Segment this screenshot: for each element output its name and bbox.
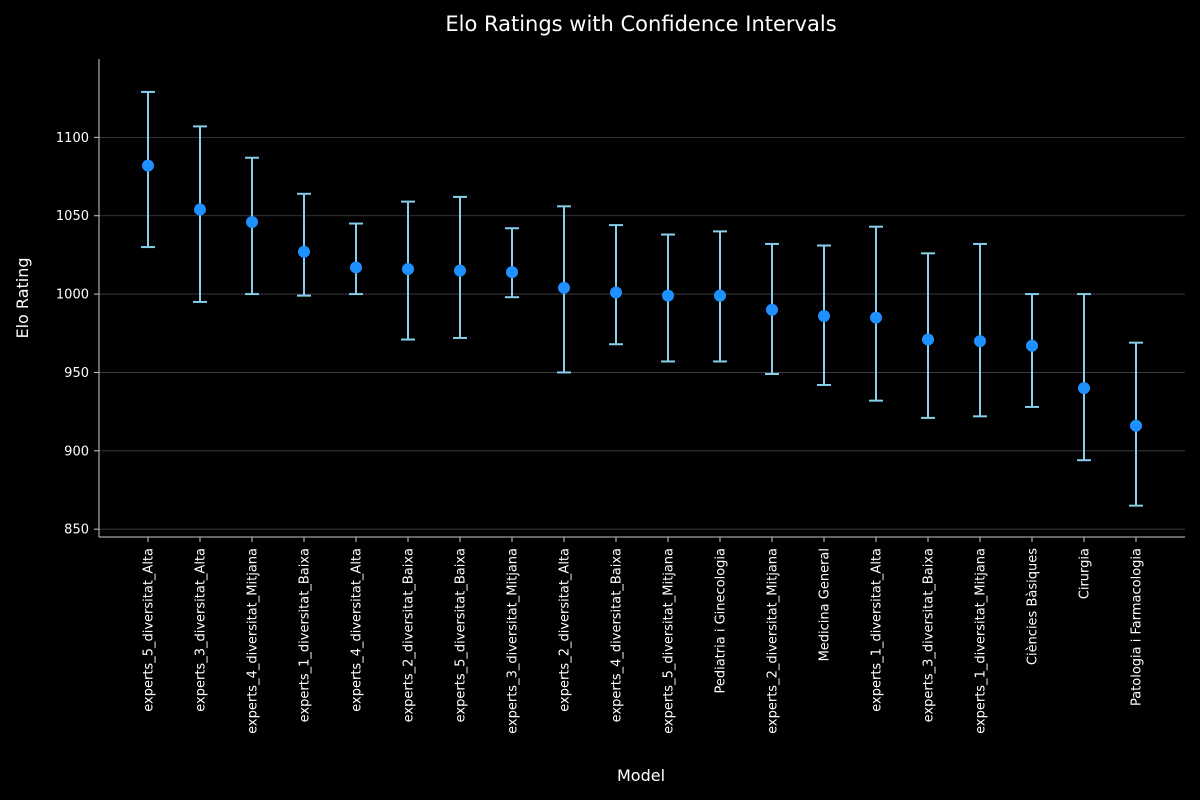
y-tick-labels: 850 900 950 1000 1050 1100 [56, 131, 89, 538]
x-tick-labels: experts_5_diversitat_Alta experts_3_diver… [142, 548, 1145, 734]
x-tick-label: experts_3_diversitat_Baixa [922, 548, 937, 722]
y-tick-label: 950 [64, 366, 89, 381]
data-point [246, 215, 258, 228]
data-point [766, 303, 778, 316]
x-tick-label: experts_1_diversitat_Mitjana [974, 548, 989, 734]
x-tick-label: experts_5_diversitat_Baixa [454, 548, 469, 722]
y-tick-label: 1000 [56, 288, 89, 303]
data-point [298, 245, 310, 258]
data-point [870, 311, 882, 324]
x-tick-label: experts_1_diversitat_Alta [870, 548, 885, 712]
x-axis-title: Model [617, 766, 665, 785]
x-tick-label: experts_5_diversitat_Alta [142, 548, 157, 712]
data-point [1130, 419, 1142, 432]
data-point [610, 286, 622, 299]
x-tick-label: Medicina General [818, 548, 833, 661]
data-point [662, 289, 674, 302]
error-bars [141, 90, 1143, 507]
data-point [194, 203, 206, 216]
data-point [142, 159, 154, 172]
data-point [558, 281, 570, 294]
x-tick-label: experts_1_diversitat_Baixa [298, 548, 313, 722]
x-tick-label: experts_4_diversitat_Mitjana [246, 548, 261, 734]
y-tick-label: 1050 [56, 209, 89, 224]
x-tick-label: experts_3_diversitat_Alta [194, 548, 209, 712]
x-tick-label: experts_2_diversitat_Alta [558, 548, 573, 712]
data-point [454, 264, 466, 277]
x-tick-label: experts_2_diversitat_Mitjana [766, 548, 781, 734]
data-point [922, 333, 934, 346]
x-tick-label: experts_4_diversitat_Alta [350, 548, 365, 712]
x-tick-label: Ciències Bàsiques [1026, 548, 1041, 665]
data-point [402, 263, 414, 276]
x-tick-label: experts_5_diversitat_Mitjana [662, 548, 677, 734]
x-tick-label: Pediatria i Ginecologia [714, 548, 729, 694]
x-tick-label: experts_2_diversitat_Baixa [402, 548, 417, 722]
x-tick-label: experts_3_diversitat_Mitjana [506, 548, 521, 734]
x-tick-label: Cirurgia [1078, 548, 1093, 599]
data-point [1026, 339, 1038, 352]
data-point [714, 289, 726, 302]
data-point [506, 266, 518, 279]
y-axis-title: Elo Rating [13, 257, 32, 338]
x-tick-label: experts_4_diversitat_Baixa [610, 548, 625, 722]
data-points [142, 159, 1142, 432]
data-point [350, 261, 362, 274]
x-tick-label: Patologia i Farmacologia [1130, 548, 1145, 706]
data-point [1078, 382, 1090, 395]
data-point [818, 310, 830, 323]
chart-title: Elo Ratings with Confidence Intervals [445, 12, 836, 36]
grid-lines [99, 136, 1185, 530]
y-tick-label: 1100 [56, 131, 89, 146]
y-tick-label: 900 [64, 444, 89, 459]
axes [94, 59, 1185, 542]
data-point [974, 335, 986, 348]
y-tick-label: 850 [64, 523, 89, 538]
